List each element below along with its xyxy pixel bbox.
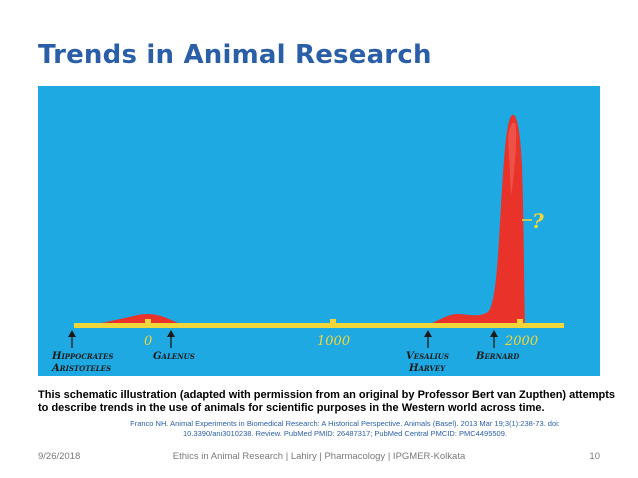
arrow-hippocrates bbox=[68, 330, 76, 348]
time-axis bbox=[74, 323, 564, 328]
slide-title: Trends in Animal Research bbox=[38, 40, 432, 70]
figure-citation: Franco NH. Animal Experiments in Biomedi… bbox=[130, 419, 560, 438]
tick-label-1000: 1000 bbox=[317, 334, 350, 349]
trend-curve bbox=[80, 114, 525, 327]
figure-caption: This schematic illustration (adapted wit… bbox=[38, 389, 615, 414]
trend-illustration: ? 0 1000 2000 Hippocrates Aristoteles Ga… bbox=[51, 114, 564, 374]
footer-date: 9/26/2018 bbox=[38, 451, 81, 462]
tick-marker-2000 bbox=[517, 319, 523, 328]
tick-label-2000: 2000 bbox=[504, 334, 538, 349]
question-mark-label: ? bbox=[532, 209, 544, 233]
trend-highlight bbox=[508, 122, 517, 196]
page-number: 10 bbox=[589, 451, 600, 462]
arrow-galenus bbox=[167, 330, 175, 348]
tick-marker-1000 bbox=[330, 319, 336, 328]
animal-research-trend-figure: ? 0 1000 2000 Hippocrates Aristoteles Ga… bbox=[38, 86, 600, 376]
name-harvey: Harvey bbox=[408, 363, 446, 374]
name-galenus: Galenus bbox=[153, 351, 195, 362]
name-hippocrates: Hippocrates bbox=[51, 351, 113, 362]
arrow-bernard bbox=[490, 330, 498, 348]
name-vesalius: Vesalius bbox=[406, 351, 449, 362]
name-aristoteles: Aristoteles bbox=[51, 363, 111, 374]
tick-label-0: 0 bbox=[144, 334, 152, 349]
name-bernard: Bernard bbox=[475, 351, 520, 362]
footer-text: Ethics in Animal Research | Lahiry | Pha… bbox=[172, 451, 466, 462]
tick-marker-0 bbox=[145, 319, 151, 328]
arrow-vesalius bbox=[424, 330, 432, 348]
